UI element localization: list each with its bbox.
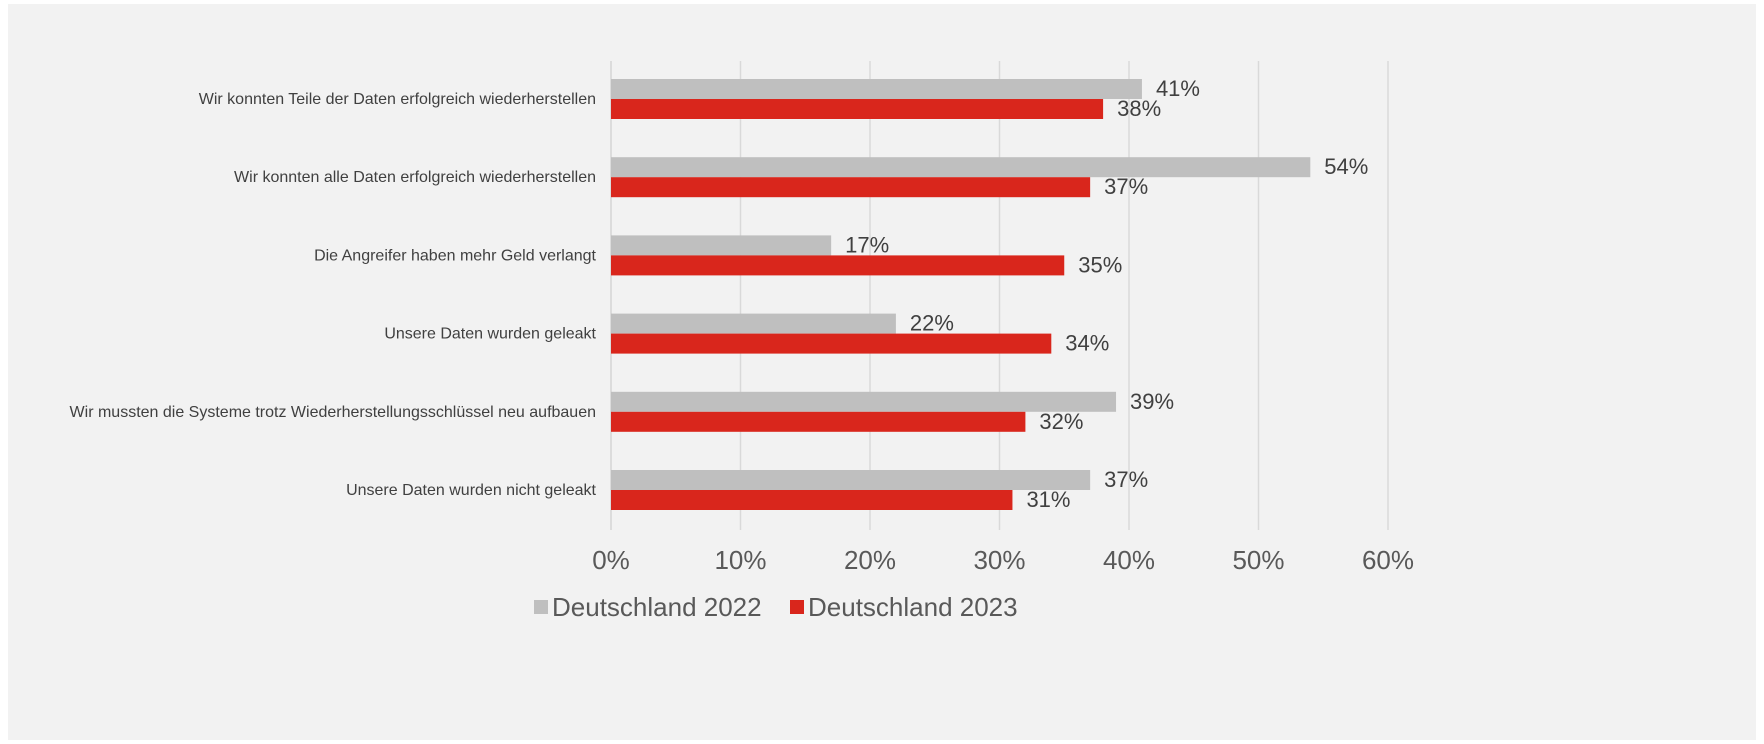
x-tick-label: 0% (592, 545, 630, 575)
x-tick-label: 20% (844, 545, 896, 575)
category-label: Wir konnten Teile der Daten erfolgreich … (199, 91, 596, 108)
legend-swatch-2022 (534, 600, 548, 614)
data-label: 37% (1104, 174, 1148, 199)
data-label: 39% (1130, 389, 1174, 414)
bar-2023 (611, 411, 1026, 432)
x-tick-label: 30% (973, 545, 1025, 575)
chart-frame: Wir konnten Teile der Daten erfolgreich … (8, 4, 1756, 740)
bar-chart: Wir konnten Teile der Daten erfolgreich … (70, 61, 1414, 622)
data-label: 17% (845, 232, 889, 257)
value-labels: 41%38% 54% 37% 17% 35% 22% 34% 39% 32% 37% 31% (845, 76, 1368, 512)
bar-2022 (611, 470, 1091, 490)
category-labels: Wir konnten Teile der Daten erfolgreich … (70, 91, 597, 499)
gridlines (610, 61, 1389, 530)
bar-2022 (611, 157, 1311, 178)
bar-2023 (611, 333, 1052, 354)
legend-label-2022: Deutschland 2022 (552, 592, 762, 622)
legend-label-2023: Deutschland 2023 (808, 592, 1018, 622)
bar-2023 (611, 99, 1104, 119)
category-label: Unsere Daten wurden geleakt (384, 326, 596, 343)
data-label: 31% (1026, 487, 1070, 512)
bar-2022 (611, 391, 1117, 412)
bar-2022 (611, 79, 1142, 99)
category-label: Wir mussten die Systeme trotz Wiederhers… (70, 404, 596, 421)
data-label: 41% (1156, 76, 1200, 101)
x-tick-label: 10% (714, 545, 766, 575)
bar-2023 (611, 255, 1065, 276)
bar-2022 (611, 235, 832, 256)
bar-2023 (611, 177, 1091, 198)
x-tick-label: 50% (1232, 545, 1284, 575)
category-label: Unsere Daten wurden nicht geleakt (346, 482, 596, 499)
bars (611, 79, 1311, 510)
bar-2022 (611, 313, 896, 334)
data-label: 38% (1117, 96, 1161, 121)
x-tick-label: 60% (1362, 545, 1414, 575)
data-label: 37% (1104, 467, 1148, 492)
x-axis-tick-labels: 0% 10% 20% 30% 40% 50% 60% (592, 545, 1414, 575)
data-label: 35% (1078, 252, 1122, 277)
legend-swatch-2023 (790, 600, 804, 614)
category-label: Wir konnten alle Daten erfolgreich wiede… (234, 169, 596, 186)
data-label: 22% (910, 311, 954, 336)
legend: Deutschland 2022 Deutschland 2023 (534, 592, 1018, 622)
bar-2023 (611, 490, 1013, 510)
data-label: 34% (1065, 331, 1109, 356)
data-label: 54% (1324, 154, 1368, 179)
data-label: 32% (1039, 409, 1083, 434)
category-label: Die Angreifer haben mehr Geld verlangt (314, 247, 596, 264)
x-tick-label: 40% (1103, 545, 1155, 575)
